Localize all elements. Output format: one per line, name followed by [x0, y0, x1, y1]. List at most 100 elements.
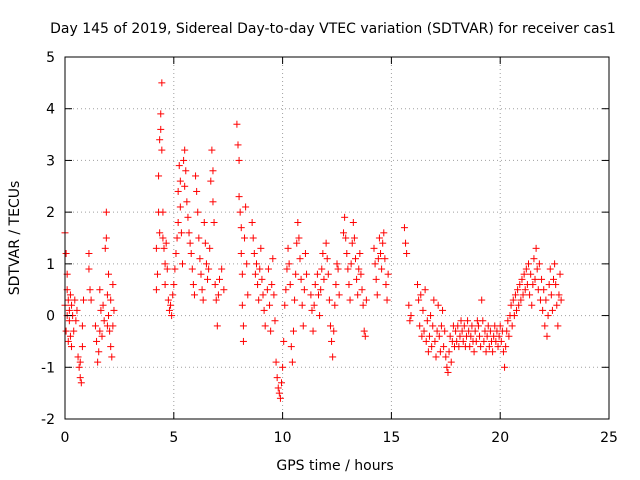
data-point: [556, 270, 564, 278]
data-point: [267, 327, 275, 335]
data-point: [105, 312, 113, 320]
data-point: [301, 250, 309, 258]
data-point: [288, 358, 296, 366]
data-point: [476, 332, 484, 340]
data-point: [403, 250, 411, 258]
data-point: [204, 275, 212, 283]
data-point: [181, 146, 189, 154]
data-point: [424, 348, 432, 356]
data-point: [64, 296, 72, 304]
data-point: [495, 332, 503, 340]
data-point: [110, 306, 118, 314]
data-point: [508, 322, 516, 330]
data-point: [400, 224, 408, 232]
data-point: [417, 291, 425, 299]
data-point: [333, 260, 341, 268]
data-point: [163, 265, 171, 273]
data-point: [155, 172, 163, 180]
axis-ticks: [64, 56, 610, 420]
data-point: [371, 260, 379, 268]
data-point: [106, 327, 114, 335]
data-point: [176, 203, 184, 211]
data-point: [91, 322, 99, 330]
data-point: [66, 291, 74, 299]
data-point: [255, 296, 263, 304]
data-point: [99, 301, 107, 309]
data-point: [504, 317, 512, 325]
data-point: [324, 270, 332, 278]
data-point: [440, 343, 448, 351]
data-point: [423, 317, 431, 325]
data-point: [356, 250, 364, 258]
data-point: [105, 270, 113, 278]
data-point: [299, 322, 307, 330]
data-point: [284, 244, 292, 252]
data-point: [286, 281, 294, 289]
data-point: [220, 286, 228, 294]
data-point: [309, 327, 317, 335]
data-point: [480, 337, 488, 345]
data-point: [378, 265, 386, 273]
data-point: [347, 260, 355, 268]
data-point: [547, 291, 555, 299]
data-point: [95, 348, 103, 356]
data-point: [161, 281, 169, 289]
data-point: [107, 343, 115, 351]
data-point: [250, 250, 258, 258]
data-point: [545, 281, 553, 289]
data-point: [161, 260, 169, 268]
data-point: [465, 327, 473, 335]
data-point: [296, 255, 304, 263]
data-point: [233, 120, 241, 128]
data-point: [188, 265, 196, 273]
data-point: [418, 332, 426, 340]
data-point: [94, 358, 102, 366]
data-point: [519, 291, 527, 299]
data-point: [248, 218, 256, 226]
data-point: [280, 337, 288, 345]
data-point: [214, 291, 222, 299]
data-point: [269, 255, 277, 263]
data-point: [552, 281, 560, 289]
data-point: [159, 234, 167, 242]
data-point: [293, 239, 301, 247]
data-point: [79, 296, 87, 304]
data-point: [308, 306, 316, 314]
data-point: [503, 327, 511, 335]
data-point: [533, 265, 541, 273]
data-point: [374, 255, 382, 263]
data-point: [279, 363, 287, 371]
data-point: [190, 291, 198, 299]
data-point: [542, 296, 550, 304]
data-point: [441, 327, 449, 335]
data-point: [74, 353, 82, 361]
data-point: [334, 265, 342, 273]
data-point: [93, 337, 101, 345]
data-point: [235, 193, 243, 201]
data-point: [237, 224, 245, 232]
data-point: [252, 260, 260, 268]
data-point: [182, 167, 190, 175]
data-point: [340, 229, 348, 237]
x-tick-labels: 0 5 10 15 20 25: [61, 430, 618, 446]
data-point: [544, 312, 552, 320]
data-point: [343, 250, 351, 258]
data-point: [522, 265, 530, 273]
data-point: [535, 260, 543, 268]
data-point: [315, 291, 323, 299]
data-point: [538, 275, 546, 283]
data-point: [316, 312, 324, 320]
data-point: [354, 291, 362, 299]
data-point: [179, 260, 187, 268]
data-point: [238, 270, 246, 278]
data-point: [420, 327, 428, 335]
data-point: [257, 244, 265, 252]
data-point: [353, 275, 361, 283]
data-point: [454, 322, 462, 330]
data-point: [383, 296, 391, 304]
data-point: [152, 244, 160, 252]
data-point: [273, 374, 281, 382]
data-point: [468, 322, 476, 330]
data-point: [458, 327, 466, 335]
data-point: [158, 146, 166, 154]
